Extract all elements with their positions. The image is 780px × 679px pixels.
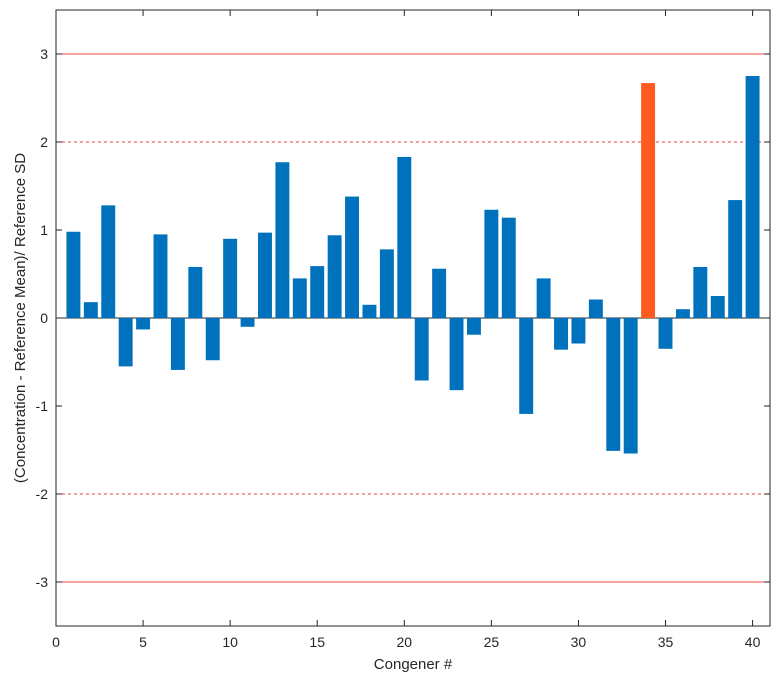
y-tick-label: 3 xyxy=(40,46,48,62)
bar xyxy=(571,318,586,344)
x-tick-label: 25 xyxy=(484,634,500,650)
y-tick-label: 2 xyxy=(40,134,48,150)
bar xyxy=(728,200,743,318)
bar xyxy=(345,196,360,318)
bar xyxy=(466,318,481,335)
bar xyxy=(745,76,760,318)
bar xyxy=(658,318,673,349)
bar xyxy=(693,266,708,318)
bar xyxy=(519,318,534,414)
bar xyxy=(623,318,638,454)
y-axis-label: (Concentration - Reference Mean)/ Refere… xyxy=(12,153,29,483)
bar xyxy=(153,234,168,318)
y-axis-ticks: -3 -2 -1 0 1 2 3 xyxy=(36,46,770,590)
bar xyxy=(327,235,342,318)
bar xyxy=(397,156,412,318)
bar xyxy=(536,278,551,318)
bar xyxy=(379,249,394,318)
bar xyxy=(606,318,621,451)
bar xyxy=(83,302,98,318)
bar xyxy=(554,318,568,350)
x-tick-label: 5 xyxy=(139,634,147,650)
bar xyxy=(310,266,325,318)
bar xyxy=(240,318,255,327)
y-tick-label: -2 xyxy=(36,486,49,502)
x-tick-label: 10 xyxy=(222,634,238,650)
bar xyxy=(275,162,290,318)
y-tick-label: 0 xyxy=(40,310,48,326)
bar xyxy=(449,318,464,391)
bar xyxy=(588,299,603,318)
bar-highlighted xyxy=(641,83,656,318)
bars xyxy=(66,76,760,454)
bar xyxy=(205,318,220,361)
bar xyxy=(66,231,81,318)
bar xyxy=(292,278,307,318)
bar xyxy=(118,318,133,367)
bar xyxy=(258,232,272,318)
bar xyxy=(188,266,203,318)
bar xyxy=(501,217,516,318)
y-tick-label: 1 xyxy=(40,222,48,238)
x-tick-label: 0 xyxy=(52,634,60,650)
bar xyxy=(484,209,499,318)
x-tick-label: 20 xyxy=(397,634,413,650)
bar xyxy=(414,318,429,381)
bar xyxy=(223,238,238,318)
x-tick-label: 30 xyxy=(571,634,587,650)
x-axis-label: Congener # xyxy=(374,656,453,673)
x-tick-label: 35 xyxy=(658,634,674,650)
y-tick-label: -3 xyxy=(36,574,49,590)
bar xyxy=(710,296,725,318)
bar xyxy=(170,318,185,370)
bar xyxy=(101,205,116,318)
x-tick-label: 40 xyxy=(745,634,761,650)
bar xyxy=(136,318,151,330)
bar xyxy=(675,309,690,318)
bar xyxy=(362,304,377,318)
x-axis-ticks: 0 5 10 15 20 25 30 35 40 xyxy=(52,10,761,650)
bar xyxy=(432,268,447,318)
x-tick-label: 15 xyxy=(309,634,325,650)
y-tick-label: -1 xyxy=(36,398,49,414)
